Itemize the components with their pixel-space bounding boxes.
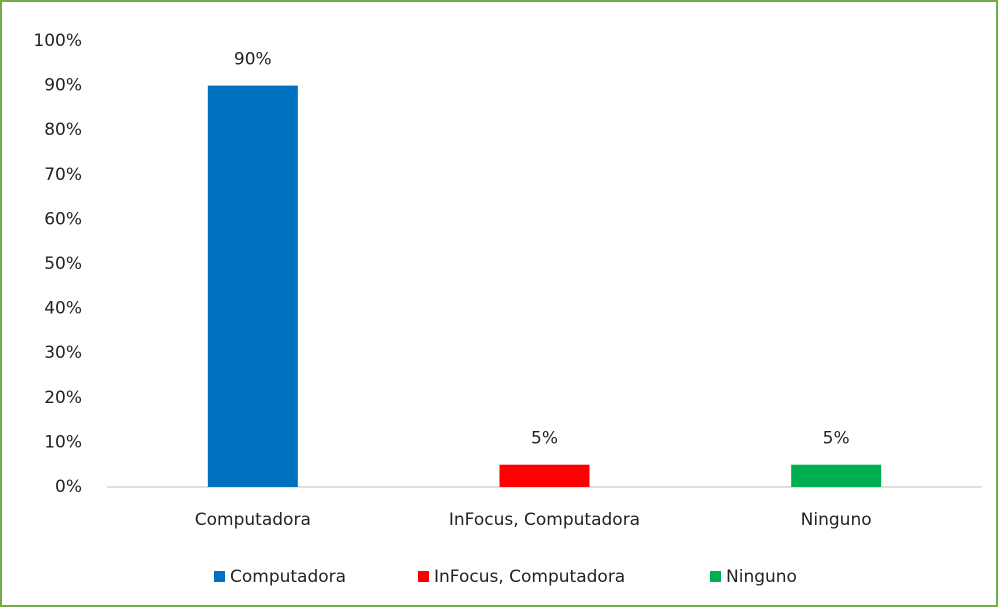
y-tick-label: 10%: [44, 432, 82, 452]
legend-swatch: [418, 571, 429, 582]
value-label: 5%: [531, 429, 558, 449]
bar: [791, 464, 882, 487]
legend-swatch: [214, 571, 225, 582]
legend-label: Computadora: [230, 567, 346, 587]
x-tick-label: Computadora: [195, 510, 311, 530]
legend-swatch: [710, 571, 721, 582]
y-tick-label: 60%: [44, 209, 82, 229]
y-tick-label: 70%: [44, 165, 82, 185]
x-tick-label: InFocus, Computadora: [449, 510, 640, 530]
value-label: 5%: [823, 429, 850, 449]
y-tick-label: 0%: [55, 477, 82, 497]
y-tick-label: 80%: [44, 120, 82, 140]
y-tick-label: 20%: [44, 388, 82, 408]
y-tick-label: 100%: [33, 31, 82, 51]
value-label: 90%: [234, 50, 272, 70]
bar: [207, 85, 298, 487]
y-tick-label: 40%: [44, 299, 82, 319]
y-tick-label: 30%: [44, 343, 82, 363]
x-tick-label: Ninguno: [801, 510, 872, 530]
legend-label: Ninguno: [726, 567, 797, 587]
y-tick-label: 90%: [44, 76, 82, 96]
legend-label: InFocus, Computadora: [434, 567, 625, 587]
y-tick-label: 50%: [44, 254, 82, 274]
bar: [499, 464, 590, 487]
